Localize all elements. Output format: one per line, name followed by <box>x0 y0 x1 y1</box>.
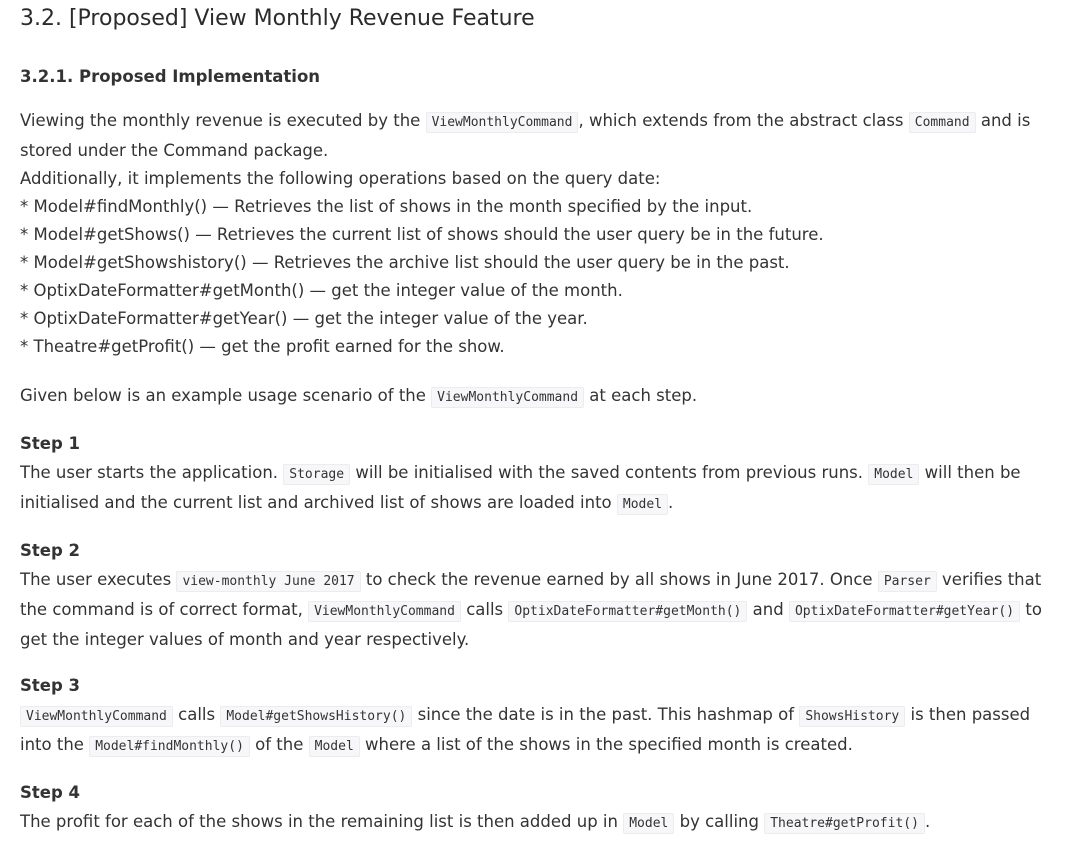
text: The user executes <box>20 570 172 589</box>
operation-item: * Model#getShows() — Retrieves the curre… <box>20 225 824 244</box>
page-title: 3.2. [Proposed] View Monthly Revenue Fea… <box>20 6 535 31</box>
step-heading: Step 3 <box>20 676 80 695</box>
text: and <box>752 600 784 619</box>
operation-item: * Model#getShowshistory() — Retrieves th… <box>20 253 790 272</box>
inline-code: view-monthly June 2017 <box>176 571 361 592</box>
text: . <box>668 493 674 512</box>
intro-text: and is stored under the Command package. <box>20 111 1031 160</box>
text: verifies that the command is of correct … <box>20 570 1042 619</box>
inline-code: ShowsHistory <box>799 706 906 727</box>
operation-item: * OptixDateFormatter#getYear() — get the… <box>20 309 588 328</box>
step-heading: Step 4 <box>20 783 80 802</box>
text: will be initialised with the saved conte… <box>355 463 864 482</box>
inline-code: ViewMonthlyCommand <box>20 706 173 727</box>
step-text: The user starts the application. Storage… <box>20 459 1055 519</box>
step-heading: Step 1 <box>20 434 80 453</box>
text: The user starts the application. <box>20 463 279 482</box>
step-text: The profit for each of the shows in the … <box>20 808 1055 838</box>
inline-code: Model <box>868 464 920 485</box>
step-heading: Step 2 <box>20 541 80 560</box>
step-text: The user executes view-monthly June 2017… <box>20 566 1055 654</box>
inline-code: Model#findMonthly() <box>89 736 250 757</box>
inline-code: ViewMonthlyCommand <box>425 112 579 133</box>
text: is then passed into the <box>20 705 1031 754</box>
inline-code: OptixDateFormatter#getMonth() <box>508 601 748 622</box>
text: . <box>924 812 931 831</box>
inline-code: Model <box>623 813 675 834</box>
intro-text: , which extends from the abstract class <box>578 111 904 130</box>
text: where a list of the shows in the specifi… <box>365 735 853 754</box>
text: since the date is in the past. This hash… <box>417 705 795 724</box>
intro-text: Additionally, it implements the followin… <box>20 169 661 188</box>
operation-item: * OptixDateFormatter#getMonth() — get th… <box>20 281 623 300</box>
inline-code: OptixDateFormatter#getYear() <box>788 601 1021 622</box>
text: calls <box>466 600 504 619</box>
inline-code: ViewMonthlyCommand <box>308 601 461 622</box>
intro-text: Viewing the monthly revenue is executed … <box>20 111 421 130</box>
step-2: Step 2 The user executes view-monthly Ju… <box>20 540 1055 654</box>
inline-code: Theatre#getProfit() <box>764 813 925 834</box>
inline-code: Model <box>616 494 669 515</box>
example-paragraph: Given below is an example usage scenario… <box>20 382 1055 412</box>
inline-code: Storage <box>283 464 351 485</box>
inline-code: Command <box>908 112 976 133</box>
text: of the <box>255 735 304 754</box>
text: will then be initialised and the current… <box>20 463 1021 512</box>
text: calls <box>178 705 216 724</box>
step-4: Step 4 The profit for each of the shows … <box>20 782 1055 838</box>
operation-item: * Model#findMonthly() — Retrieves the li… <box>20 197 753 216</box>
text: The profit for each of the shows in the … <box>20 812 618 831</box>
text: to get the integer values of month and y… <box>20 600 1042 649</box>
inline-code: Model <box>308 736 360 757</box>
intro-paragraph: Viewing the monthly revenue is executed … <box>20 107 1055 361</box>
step-1: Step 1 The user starts the application. … <box>20 433 1055 519</box>
example-text: Given below is an example usage scenario… <box>20 386 426 405</box>
inline-code: Model#getShowsHistory() <box>220 706 413 727</box>
text: by calling <box>679 812 759 831</box>
inline-code: ViewMonthlyCommand <box>431 387 585 408</box>
text: to check the revenue earned by all shows… <box>365 570 873 589</box>
step-3: Step 3 ViewMonthlyCommand calls Model#ge… <box>20 675 1055 761</box>
step-text: ViewMonthlyCommand calls Model#getShowsH… <box>20 701 1055 761</box>
example-text: at each step. <box>589 386 698 405</box>
section-subtitle: 3.2.1. Proposed Implementation <box>20 67 321 86</box>
operation-item: * Theatre#getProfit() — get the profit e… <box>20 337 505 356</box>
inline-code: Parser <box>877 571 937 592</box>
